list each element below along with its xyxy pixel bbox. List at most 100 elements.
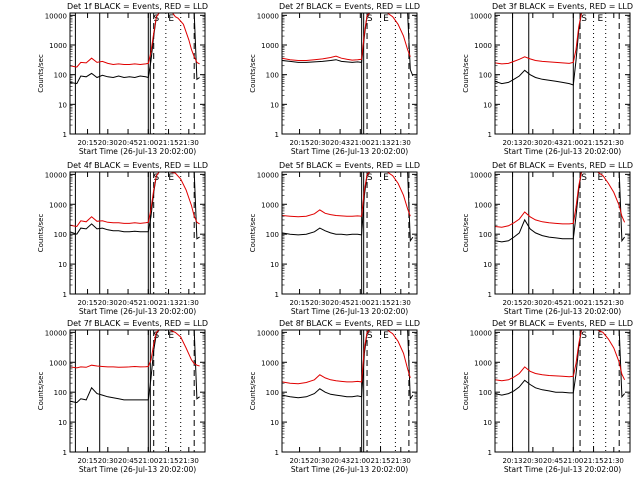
xtick-label: 20:30	[310, 457, 330, 465]
ytick-label: 10000	[470, 329, 492, 337]
ytick-label: 10000	[45, 171, 67, 179]
ytick-label: 1	[275, 131, 279, 139]
xtick-label: 20:43	[330, 139, 350, 147]
xtick-label: 21:00	[138, 457, 158, 465]
ytick-label: 100	[266, 72, 279, 80]
xtick-label: 21:30	[604, 457, 624, 465]
xtick-label: 21:15	[370, 299, 390, 307]
xtick-label: 20:45	[330, 299, 350, 307]
xtick-label: 20:15	[77, 457, 97, 465]
ytick-label: 10000	[257, 12, 279, 20]
xtick-label: 21:15	[158, 139, 178, 147]
x-axis-title: Start Time (26-Jul-13 20:02:00)	[79, 307, 196, 316]
ytick-label: 100	[479, 389, 492, 397]
panel-7: Det 7f BLACK = Events, RED = LLD S E 1 10 100…	[37, 319, 208, 474]
series-line-events	[495, 330, 625, 399]
xtick-label: 21:00	[350, 457, 370, 465]
ytick-label: 1	[63, 449, 67, 457]
ytick-label: 10000	[257, 329, 279, 337]
y-axis-title: Counts/sec	[462, 214, 470, 253]
xtick-label: 21:00	[138, 299, 158, 307]
panel-5: Det 5f BLACK = Events, RED = LLD S E 1 10 100…	[249, 161, 420, 316]
panel-title: Det 7f BLACK = Events, RED = LLD	[67, 319, 208, 328]
xtick-label: 20:43	[330, 457, 350, 465]
y-axis-title: Counts/sec	[37, 372, 45, 411]
panel-8: Det 8f BLACK = Events, RED = LLD S E 1 10 100…	[249, 319, 420, 474]
ytick-label: 1	[63, 291, 67, 299]
ytick-label: 1	[275, 449, 279, 457]
ytick-label: 1000	[261, 359, 279, 367]
ytick-label: 1000	[49, 359, 67, 367]
xtick-label: 20:15	[289, 457, 309, 465]
ytick-label: 1	[488, 131, 492, 139]
x-axis-title: Start Time (26-Jul-13 20:02:00)	[504, 465, 621, 474]
xtick-label: 20:30	[98, 457, 118, 465]
xtick-label: 21:15	[583, 139, 603, 147]
marker-label-e: E	[383, 14, 389, 24]
x-axis-title: Start Time (26-Jul-13 20:02:00)	[291, 465, 408, 474]
xtick-label: 21:00	[350, 299, 370, 307]
ytick-label: 1000	[474, 201, 492, 209]
panel-3: Det 3f BLACK = Events, RED = LLD S E 1 10 100…	[462, 2, 633, 156]
series-line-lld	[282, 330, 411, 385]
series-line-events	[70, 13, 200, 85]
panel-9: Det 9f BLACK = Events, RED = LLD S E 1 10 100…	[462, 319, 633, 474]
xtick-label: 20:45	[543, 457, 563, 465]
ytick-label: 10	[483, 261, 492, 269]
plot-frame	[69, 12, 206, 135]
panel-title: Det 6f BLACK = Events, RED = LLD	[492, 161, 633, 170]
marker-label-s: S	[367, 14, 373, 24]
series-line-lld	[70, 172, 200, 228]
xtick-label: 20:13	[502, 139, 522, 147]
ytick-label: 10	[270, 101, 279, 109]
xtick-label: 21:30	[179, 457, 199, 465]
xtick-label: 21:00	[563, 457, 583, 465]
xtick-label: 20:30	[98, 299, 118, 307]
series-line-events	[495, 13, 625, 86]
xtick-label: 20:30	[310, 139, 330, 147]
xtick-label: 20:15	[289, 299, 309, 307]
ytick-label: 10	[270, 261, 279, 269]
plot-frame	[494, 12, 631, 135]
ytick-label: 10000	[257, 171, 279, 179]
panel-2: Det 2f BLACK = Events, RED = LLD S E 1 10 100…	[249, 2, 420, 156]
marker-label-e: E	[168, 14, 174, 24]
plot-frame	[281, 171, 418, 295]
y-axis-title: Counts/sec	[37, 214, 45, 253]
ytick-label: 1	[488, 449, 492, 457]
xtick-label: 21:00	[563, 139, 583, 147]
series-line-events	[282, 13, 414, 77]
y-axis-title: Counts/sec	[462, 372, 470, 411]
xtick-label: 20:30	[523, 139, 543, 147]
xtick-label: 20:30	[523, 299, 543, 307]
marker-label-e: E	[597, 14, 603, 24]
panel-title: Det 8f BLACK = Events, RED = LLD	[279, 319, 420, 328]
plot-frame	[281, 329, 418, 453]
series-line-lld	[282, 13, 411, 61]
plot-frame	[494, 329, 631, 453]
ytick-label: 1000	[49, 201, 67, 209]
xtick-label: 21:00	[563, 299, 583, 307]
series-line-lld	[495, 330, 626, 382]
panel-title: Det 4f BLACK = Events, RED = LLD	[67, 161, 208, 170]
ytick-label: 10000	[45, 329, 67, 337]
marker-label-s: S	[367, 331, 373, 341]
xtick-label: 21:13	[158, 299, 178, 307]
ytick-label: 10	[483, 101, 492, 109]
ytick-label: 10	[58, 261, 67, 269]
y-axis-title: Counts/sec	[249, 214, 257, 253]
y-axis-title: Counts/sec	[249, 372, 257, 411]
xtick-label: 21:30	[179, 299, 199, 307]
x-axis-title: Start Time (26-Jul-13 20:02:00)	[291, 147, 408, 156]
ytick-label: 1000	[261, 201, 279, 209]
series-line-events	[70, 172, 200, 240]
xtick-label: 21:00	[138, 139, 158, 147]
ytick-label: 10000	[45, 12, 67, 20]
ytick-label: 10	[58, 419, 67, 427]
marker-label-e: E	[383, 173, 389, 183]
ytick-label: 10	[483, 419, 492, 427]
xtick-label: 21:30	[604, 299, 624, 307]
ytick-label: 10000	[470, 12, 492, 20]
